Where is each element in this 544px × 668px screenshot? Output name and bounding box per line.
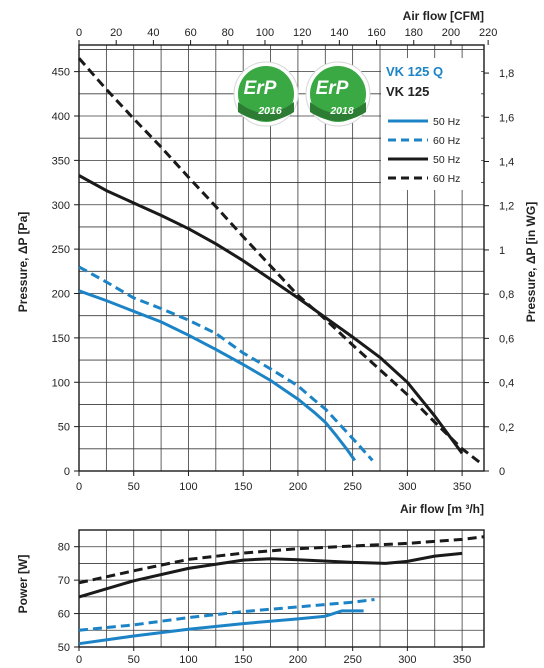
power-series-line-vk-125-60-hz: [78, 535, 485, 585]
top-tick-label: 160: [367, 27, 385, 39]
power-y-tick-label: 70: [58, 575, 70, 587]
top-tick-label: 0: [76, 27, 82, 39]
power-x-tick-label: 300: [398, 654, 416, 666]
right-axis-title: Pressure, ΔP [in WG]: [524, 202, 538, 322]
top-tick-label: 40: [147, 27, 159, 39]
power-chart-grid: [78, 529, 485, 648]
x-tick-label: 350: [453, 481, 471, 493]
legend-title-vk125: VK 125: [386, 84, 429, 99]
power-y-tick-label: 50: [58, 642, 70, 654]
legend-entry-label: 60 Hz: [433, 135, 460, 147]
legend-entries: 50 Hz 60 Hz 50 Hz 60 Hz: [388, 116, 460, 185]
erp-2016-year: 2016: [257, 105, 282, 117]
y-tick-label: 450: [52, 67, 70, 79]
right-tick-label: 1,4: [499, 157, 514, 169]
x-tick-label: 300: [398, 481, 416, 493]
series-line-vk-125-60-hz: [77, 57, 483, 466]
y-tick-label: 200: [52, 289, 70, 301]
power-x-tick-label: 50: [128, 654, 140, 666]
main-chart-ticks: 0 50 100 150 200 250 300 3500501001502002503003…: [52, 27, 515, 493]
legend-entry-label: 50 Hz: [433, 116, 460, 128]
power-x-tick-label: 250: [343, 654, 361, 666]
power-plot-frame: [78, 529, 485, 648]
top-tick-label: 180: [405, 27, 423, 39]
y-tick-label: 250: [52, 244, 70, 256]
power-x-tick-label: 200: [289, 654, 307, 666]
y-tick-label: 100: [52, 377, 70, 389]
right-tick-label: 0,2: [499, 422, 514, 434]
chart-legend: VK 125 Q VK 125 50 Hz 60 Hz 50 Hz 60 Hz: [381, 58, 481, 190]
right-tick-label: 0,6: [499, 333, 514, 345]
right-tick-label: 0: [499, 466, 505, 478]
top-tick-label: 80: [222, 27, 234, 39]
right-tick-label: 1: [499, 245, 505, 257]
x-axis-title: Air flow [m ³/h]: [400, 502, 484, 516]
top-tick-label: 100: [256, 27, 274, 39]
x-tick-label: 200: [289, 481, 307, 493]
y-tick-label: 300: [52, 200, 70, 212]
y-tick-label: 0: [64, 466, 70, 478]
x-tick-label: 250: [343, 481, 361, 493]
top-tick-label: 220: [479, 27, 497, 39]
top-tick-label: 200: [442, 27, 460, 39]
power-series-line-vk-125-50-hz: [78, 551, 463, 599]
erp-2016-badge: ErP 2016: [233, 61, 299, 127]
legend-entry-label: 50 Hz: [433, 154, 460, 166]
y-tick-label: 350: [52, 155, 70, 167]
power-y-tick-label: 80: [58, 542, 70, 554]
power-x-tick-label: 100: [179, 654, 197, 666]
right-tick-label: 1,2: [499, 201, 514, 213]
power-x-tick-label: 150: [234, 654, 252, 666]
power-chart-series: [78, 535, 485, 646]
erp-2016-label: ErP: [244, 78, 277, 99]
power-axis-title: Power [W]: [16, 555, 30, 614]
erp-2018-badge: ErP 2018: [305, 61, 371, 127]
power-chart-ticks: 0 50 100 150 200 250 300 350 50 60 70 80: [58, 542, 472, 666]
legend-title-vk125q: VK 125 Q: [386, 64, 443, 79]
top-tick-label: 120: [293, 27, 311, 39]
y-tick-label: 50: [58, 422, 70, 434]
y-tick-label: 400: [52, 111, 70, 123]
power-y-tick-label: 60: [58, 609, 70, 621]
top-axis-title: Air flow [CFM]: [403, 9, 484, 23]
y-tick-label: 150: [52, 333, 70, 345]
series-line-vk-125-q-50-hz: [78, 289, 357, 462]
x-tick-label: 150: [234, 481, 252, 493]
y-axis-title: Pressure, ΔP [Pa]: [16, 212, 30, 312]
x-tick-label: 50: [128, 481, 140, 493]
power-x-tick-label: 0: [76, 654, 82, 666]
main-chart-series: [77, 57, 483, 466]
right-tick-label: 0,4: [499, 378, 514, 390]
right-tick-label: 1,6: [499, 112, 514, 124]
legend-background: [381, 58, 481, 190]
x-tick-label: 0: [76, 481, 82, 493]
top-tick-label: 140: [330, 27, 348, 39]
right-tick-label: 0,8: [499, 289, 514, 301]
series-line-vk-125-50-hz: [78, 174, 464, 455]
power-x-tick-label: 350: [453, 654, 471, 666]
top-tick-label: 20: [110, 27, 122, 39]
erp-2018-year: 2018: [329, 105, 354, 117]
series-line-vk-125-q-60-hz: [78, 265, 374, 462]
erp-2018-label: ErP: [316, 78, 349, 99]
top-tick-label: 60: [184, 27, 196, 39]
x-tick-label: 100: [179, 481, 197, 493]
power-series-line-vk-125-q-50-hz: [78, 609, 364, 646]
right-tick-label: 1,8: [499, 68, 514, 80]
plot-frame: [78, 44, 485, 472]
legend-entry-label: 60 Hz: [433, 173, 460, 185]
